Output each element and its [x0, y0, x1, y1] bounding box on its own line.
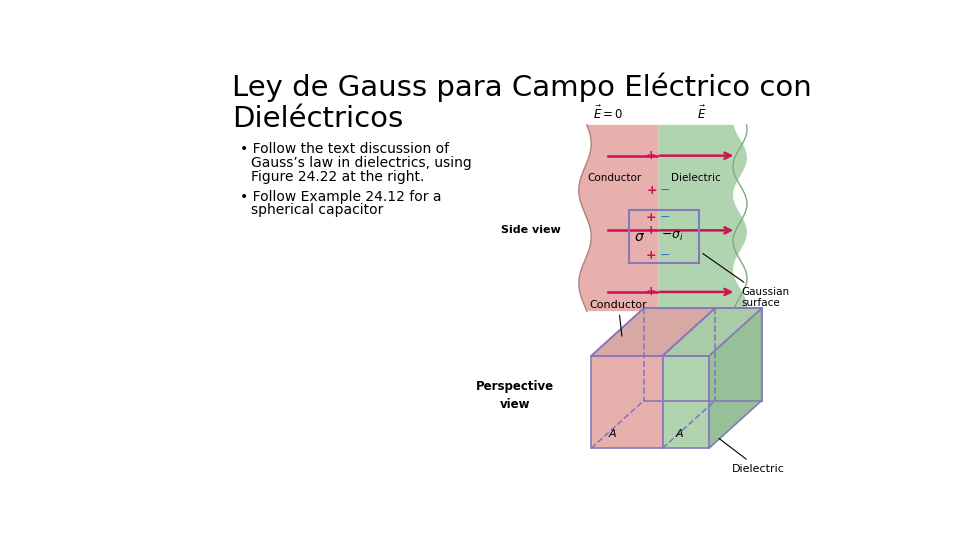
- Text: +: +: [647, 184, 658, 197]
- Polygon shape: [659, 125, 747, 311]
- Text: +: +: [645, 149, 657, 162]
- Text: Ley de Gauss para Campo Eléctrico con: Ley de Gauss para Campo Eléctrico con: [232, 72, 812, 102]
- Text: −: −: [660, 249, 670, 262]
- Polygon shape: [579, 125, 659, 311]
- Polygon shape: [662, 356, 709, 448]
- Text: Dielectric: Dielectric: [719, 438, 785, 474]
- Text: $-\sigma_i$: $-\sigma_i$: [661, 230, 684, 243]
- Text: $\sigma$: $\sigma$: [635, 230, 645, 244]
- Text: • Follow Example 24.12 for a: • Follow Example 24.12 for a: [240, 190, 442, 204]
- Text: $\vec{E}=0$: $\vec{E}=0$: [593, 105, 623, 122]
- Text: +: +: [645, 224, 657, 237]
- Text: +: +: [645, 286, 657, 299]
- Text: Gaussian
surface: Gaussian surface: [703, 253, 790, 308]
- Text: +: +: [645, 211, 657, 224]
- Text: −: −: [660, 184, 670, 197]
- Text: Figure 24.22 at the right.: Figure 24.22 at the right.: [251, 170, 424, 184]
- Text: $A$: $A$: [609, 427, 617, 439]
- Text: spherical capacitor: spherical capacitor: [251, 204, 383, 218]
- Text: • Follow the text discussion of: • Follow the text discussion of: [240, 142, 449, 156]
- Polygon shape: [709, 308, 761, 448]
- Text: +: +: [645, 249, 657, 262]
- Text: Conductor: Conductor: [589, 300, 647, 336]
- Text: $\vec{E}$: $\vec{E}$: [697, 105, 706, 122]
- Bar: [629, 210, 699, 264]
- Text: $A$: $A$: [675, 427, 684, 439]
- Polygon shape: [591, 356, 662, 448]
- Text: Gauss’s law in dielectrics, using: Gauss’s law in dielectrics, using: [251, 156, 471, 170]
- Text: Dielectric: Dielectric: [671, 173, 721, 183]
- Text: −: −: [660, 211, 670, 224]
- Polygon shape: [662, 308, 761, 356]
- Polygon shape: [591, 308, 715, 356]
- Text: Dieléctricos: Dieléctricos: [232, 105, 403, 133]
- Text: Conductor: Conductor: [588, 173, 641, 183]
- Text: Perspective
view: Perspective view: [476, 380, 554, 411]
- Text: Side view: Side view: [501, 225, 561, 235]
